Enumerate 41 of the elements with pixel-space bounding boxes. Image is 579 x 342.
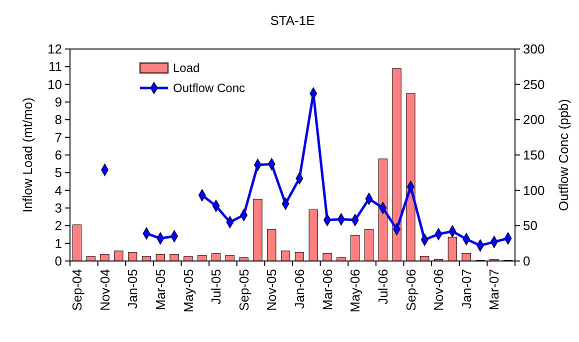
- y-tick-label: 0: [54, 254, 62, 269]
- legend-label: Outflow Conc: [173, 81, 246, 96]
- y-axis-title: Inflow Load (mt/mo): [20, 98, 35, 212]
- x-tick-label: May-05: [180, 269, 196, 312]
- y2-tick-label: 250: [523, 76, 545, 92]
- y-tick-label: 8: [54, 112, 62, 128]
- y-tick-label: 12: [48, 42, 62, 57]
- y2-tick-label: 50: [523, 218, 538, 234]
- y2-axis-title: Outflow Conc (ppb): [556, 99, 572, 211]
- y-tick-label: 2: [54, 218, 62, 234]
- y2-tick-label: 0: [523, 254, 530, 269]
- y-tick-label: 6: [54, 148, 62, 163]
- x-tick-label: Mar-05: [152, 269, 168, 310]
- y-tick-label: 1: [54, 236, 62, 251]
- y-tick-label: 7: [54, 130, 62, 145]
- y-tick-label: 5: [54, 165, 62, 180]
- x-tick-label: Jul-06: [375, 269, 390, 304]
- x-tick-label: Jul-05: [208, 269, 224, 304]
- y-tick-label: 10: [48, 76, 62, 92]
- y2-tick-label: 100: [523, 182, 545, 198]
- y2-tick-label: 200: [523, 112, 545, 128]
- y-tick-label: 9: [54, 94, 62, 110]
- chart-title: STA-1E: [270, 13, 316, 28]
- x-tick-label: May-06: [348, 269, 363, 312]
- y-tick-label: 3: [54, 200, 62, 216]
- x-tick-label: Nov-05: [264, 269, 280, 311]
- y-tick-label: 4: [54, 182, 62, 198]
- x-tick-label: Jan-06: [292, 269, 308, 309]
- y2-tick-label: 150: [523, 148, 545, 163]
- x-tick-label: Sep-06: [403, 269, 418, 311]
- legend-label: Load: [173, 61, 200, 76]
- x-tick-label: Nov-04: [97, 269, 112, 311]
- y2-tick-label: 300: [523, 42, 545, 57]
- x-tick-label: Nov-06: [431, 269, 446, 311]
- x-tick-label: Sep-05: [236, 269, 252, 311]
- x-tick-label: Jan-07: [458, 269, 474, 309]
- x-tick-label: Sep-04: [70, 269, 85, 311]
- x-tick-label: Mar-07: [486, 269, 502, 310]
- x-tick-label: Jan-05: [125, 269, 140, 309]
- x-tick-label: Mar-06: [320, 269, 335, 310]
- y-tick-label: 11: [48, 59, 62, 74]
